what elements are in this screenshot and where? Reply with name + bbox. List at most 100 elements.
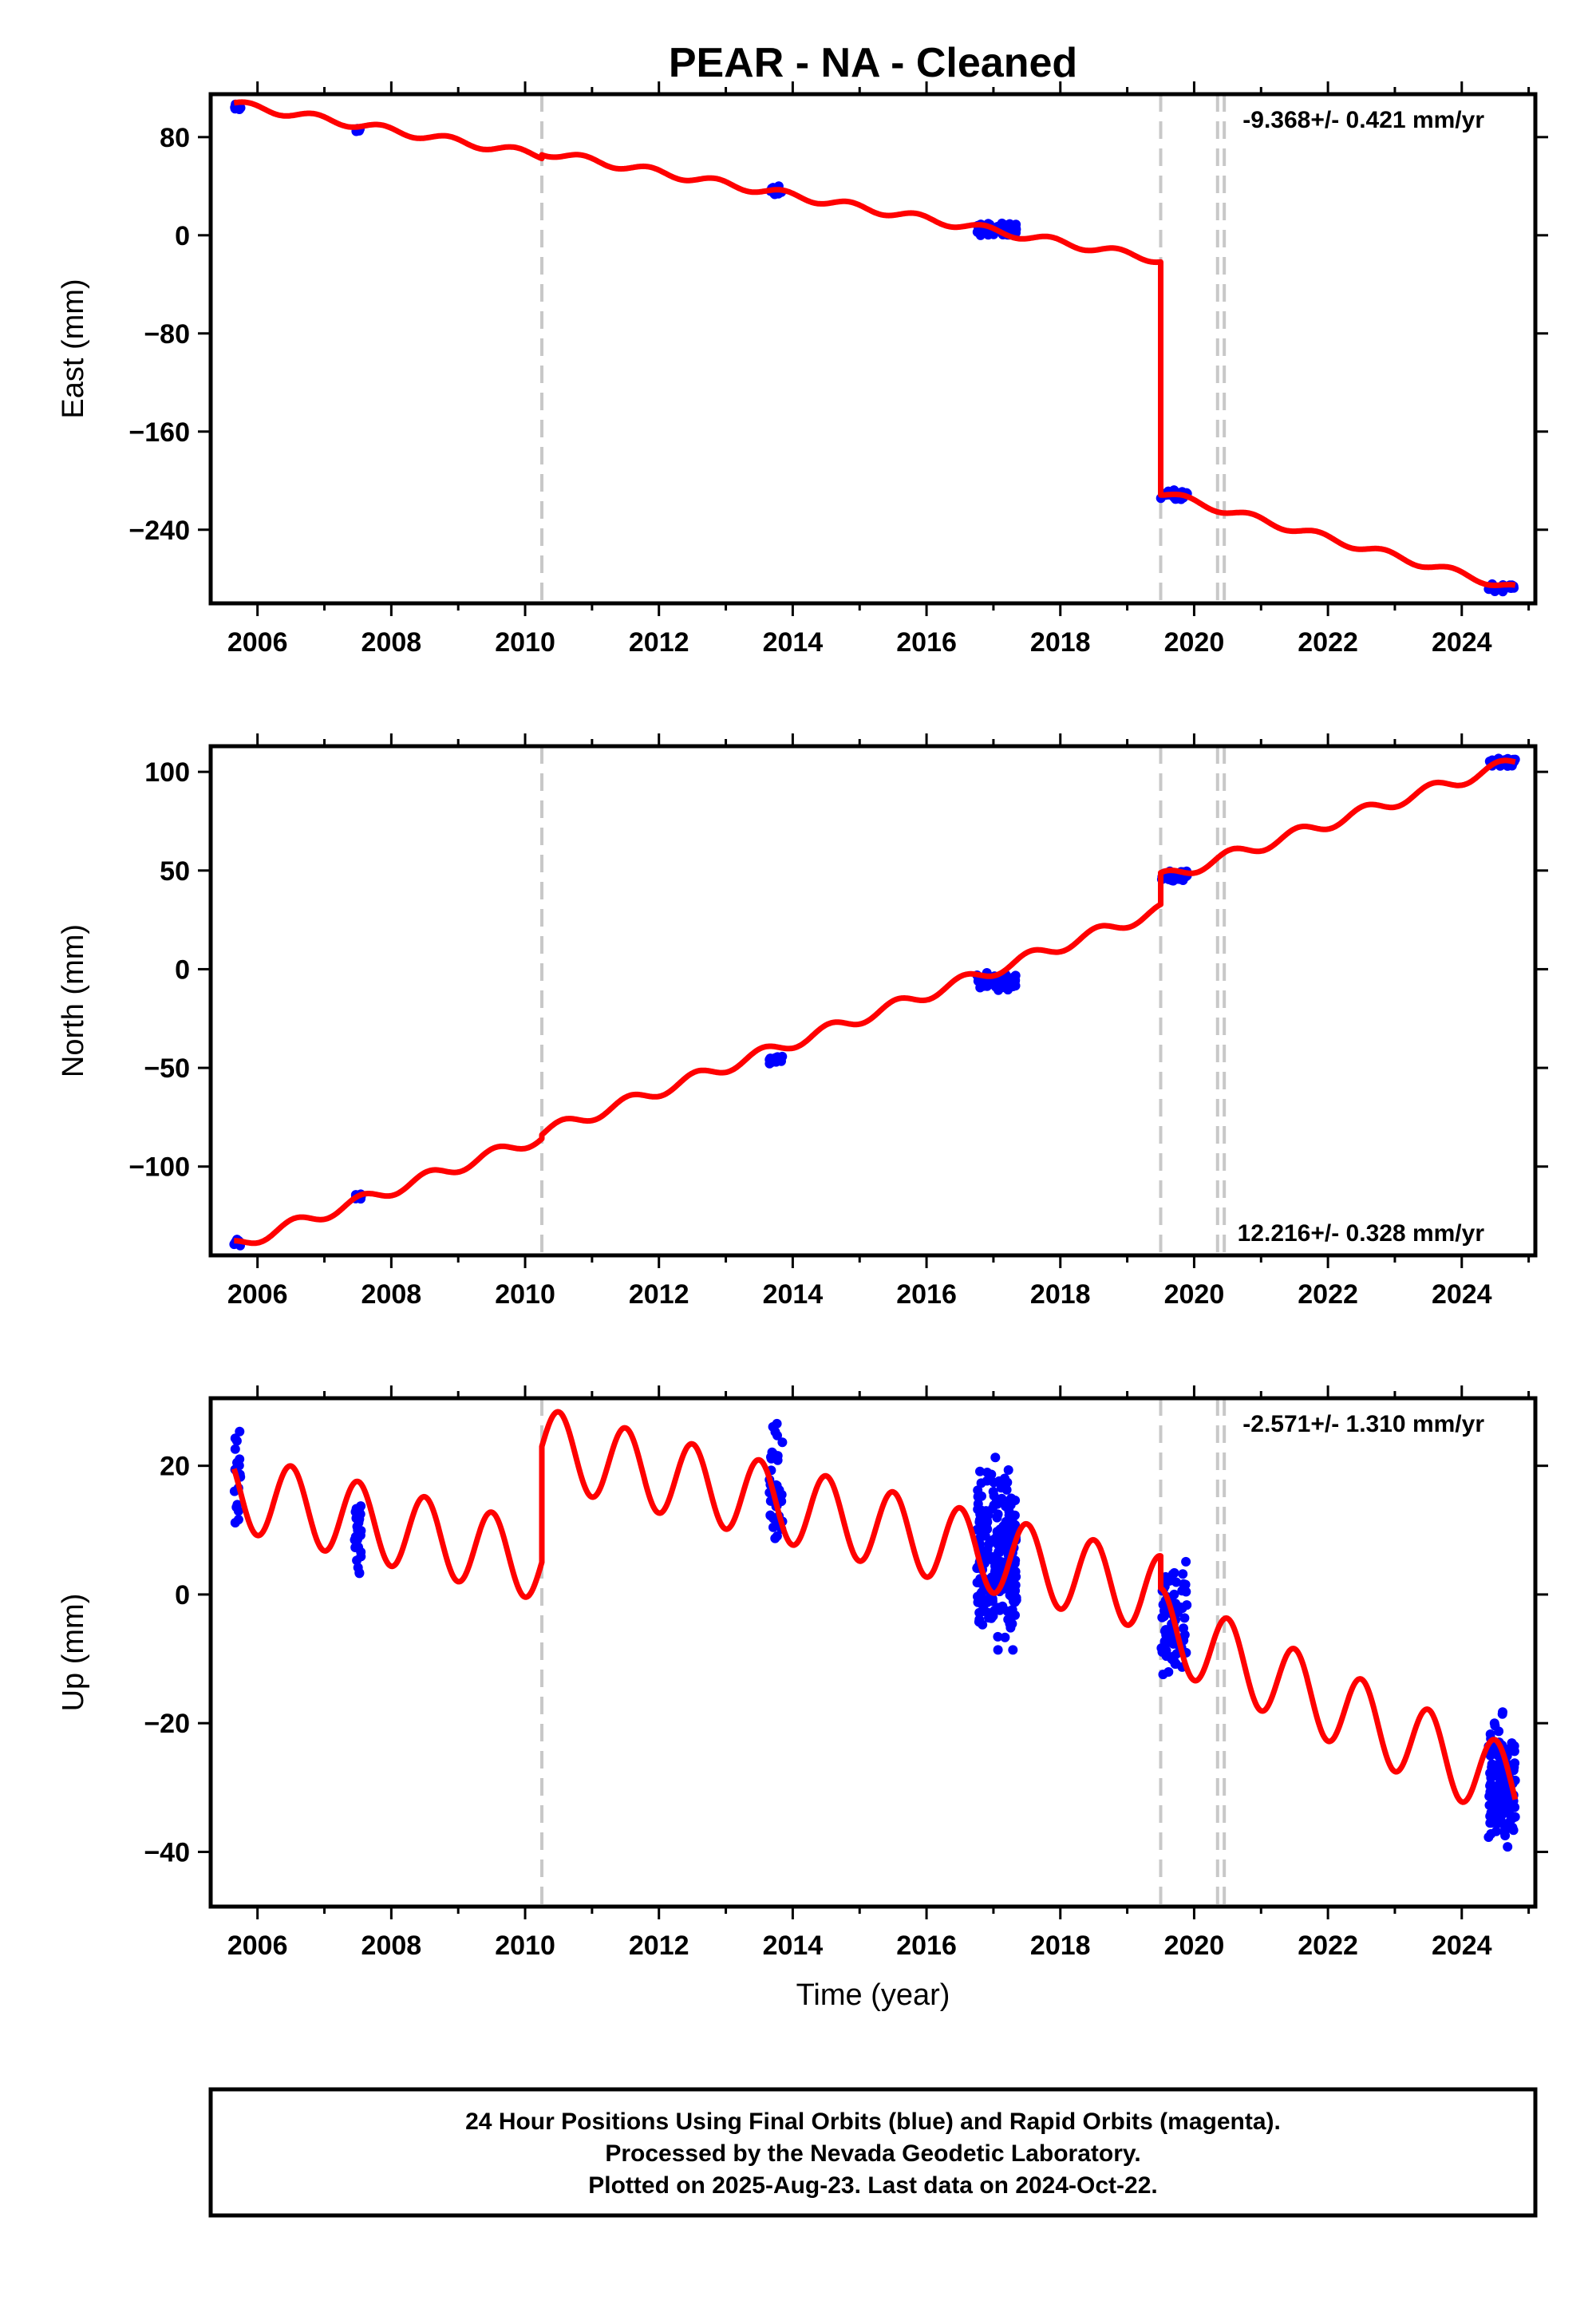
up-data-point: [770, 1427, 780, 1437]
up-data-point: [1009, 1579, 1020, 1590]
up-data-point: [974, 1614, 985, 1625]
north-x-tick-label: 2010: [495, 1279, 555, 1310]
up-data-point: [1005, 1622, 1016, 1633]
up-x-tick-label: 2024: [1432, 1931, 1492, 1961]
up-data-point: [1006, 1612, 1017, 1622]
up-data-point: [992, 1512, 1002, 1523]
up-data-point: [1494, 1816, 1504, 1827]
east-panel: 2006 2008 2010 2012 2014 2016 2018 2020 2022 2024…: [57, 81, 1548, 658]
north-data-point: [1003, 985, 1013, 995]
up-x-tick-label: 2016: [896, 1931, 957, 1961]
east-y-axis-label: East (mm): [57, 279, 90, 418]
up-data-point: [1161, 1646, 1171, 1656]
up-data-point: [1159, 1636, 1170, 1646]
up-data-point: [1169, 1567, 1179, 1578]
up-x-tick-label: 2022: [1298, 1931, 1358, 1961]
up-data-point: [1509, 1746, 1519, 1757]
up-data-point: [1004, 1515, 1014, 1525]
up-data-point: [1181, 1556, 1191, 1567]
east-y-tick-label: 80: [160, 123, 190, 153]
up-data-point: [1169, 1589, 1179, 1599]
east-x-tick-label: 2024: [1432, 627, 1492, 658]
up-data-point: [997, 1543, 1007, 1553]
east-x-tick-label: 2008: [361, 627, 422, 658]
up-data-point: [1178, 1569, 1188, 1579]
chart-title: PEAR - NA - Cleaned: [669, 40, 1077, 86]
east-data-point: [235, 103, 246, 113]
up-data-point: [993, 1631, 1003, 1642]
up-data-point: [1005, 1500, 1016, 1510]
up-x-tick-label: 2012: [629, 1931, 689, 1961]
north-x-tick-label: 2022: [1298, 1279, 1358, 1310]
up-data-point: [1497, 1809, 1507, 1820]
north-x-tick-label: 2008: [361, 1279, 422, 1310]
up-data-point: [990, 1572, 1000, 1583]
east-data-point: [981, 227, 991, 237]
up-data-point: [1485, 1750, 1495, 1761]
up-data-point: [1487, 1818, 1497, 1828]
footer-box: [208, 2087, 1538, 2218]
east-x-tick-label: 2022: [1298, 627, 1358, 658]
north-data-point: [772, 1052, 783, 1062]
up-data-point: [975, 1532, 986, 1543]
north-x-tick-label: 2018: [1030, 1279, 1091, 1310]
up-data-point: [1491, 1826, 1501, 1836]
north-x-tick-label: 2006: [227, 1279, 288, 1310]
north-y-tick-label: 100: [144, 757, 190, 788]
up-data-point: [230, 1444, 240, 1454]
up-data-point: [1506, 1815, 1516, 1825]
up-data-point: [988, 1535, 998, 1545]
up-data-point: [1010, 1597, 1020, 1607]
footer-line-2: Processed by the Nevada Geodetic Laborat…: [605, 2140, 1140, 2167]
x-axis-label: Time (year): [796, 1978, 950, 2012]
up-data-point: [997, 1493, 1007, 1504]
up-data-point: [1492, 1788, 1503, 1799]
up-data-point: [977, 1491, 986, 1501]
up-data-point: [982, 1468, 993, 1477]
up-x-tick-label: 2006: [227, 1931, 288, 1961]
east-plot-frame: [208, 92, 1538, 606]
up-data-point: [777, 1437, 788, 1448]
up-data-point: [1483, 1832, 1494, 1842]
up-y-tick-label: −40: [144, 1837, 190, 1867]
north-x-tick-label: 2012: [629, 1279, 689, 1310]
east-x-tick-label: 2020: [1164, 627, 1225, 658]
up-data-point: [233, 1515, 243, 1525]
up-data-point: [973, 1597, 983, 1607]
footer-line-3: Plotted on 2025-Aug-23. Last data on 202…: [588, 2172, 1158, 2199]
up-data-point: [230, 1433, 240, 1444]
north-x-tick-label: 2014: [763, 1279, 824, 1310]
up-data-point: [353, 1514, 363, 1524]
up-data-point: [1003, 1465, 1013, 1475]
east-x-tick-label: 2006: [227, 627, 288, 658]
up-data-point: [975, 1466, 985, 1476]
up-data-point: [982, 1515, 992, 1525]
up-data-point: [353, 1563, 363, 1573]
north-data-point: [1178, 875, 1188, 885]
north-y-tick-label: 50: [160, 856, 190, 887]
up-data-point: [1000, 1632, 1010, 1642]
up-data-point: [984, 1554, 994, 1563]
north-y-tick-label: 0: [175, 954, 190, 985]
up-panel: 2006 2008 2010 2012 2014 2016 2018 2020 2022 2024…: [57, 1385, 1548, 1961]
up-data-point: [1495, 1772, 1505, 1782]
up-data-point: [982, 1476, 992, 1486]
north-plot-frame: [208, 744, 1538, 1258]
up-data-point: [1498, 1780, 1508, 1790]
up-data-point: [1503, 1842, 1513, 1852]
north-panel: 2006 2008 2010 2012 2014 2016 2018 2020 2022 2024…: [57, 733, 1548, 1310]
north-data-point: [1005, 973, 1015, 983]
north-data-point: [991, 982, 1001, 992]
up-data-point: [990, 1452, 1001, 1463]
east-rate-label: -9.368+/- 0.421 mm/yr: [1242, 107, 1484, 133]
east-x-tick-label: 2016: [896, 627, 957, 658]
east-y-tick-label: −80: [144, 319, 190, 350]
east-data-point: [1008, 223, 1018, 234]
up-y-tick-label: 0: [175, 1580, 190, 1611]
up-data-point: [993, 1645, 1003, 1655]
up-data-point: [978, 1607, 989, 1616]
up-data-point: [1491, 1803, 1502, 1813]
up-data-point: [351, 1504, 361, 1514]
north-data-point: [978, 981, 989, 991]
